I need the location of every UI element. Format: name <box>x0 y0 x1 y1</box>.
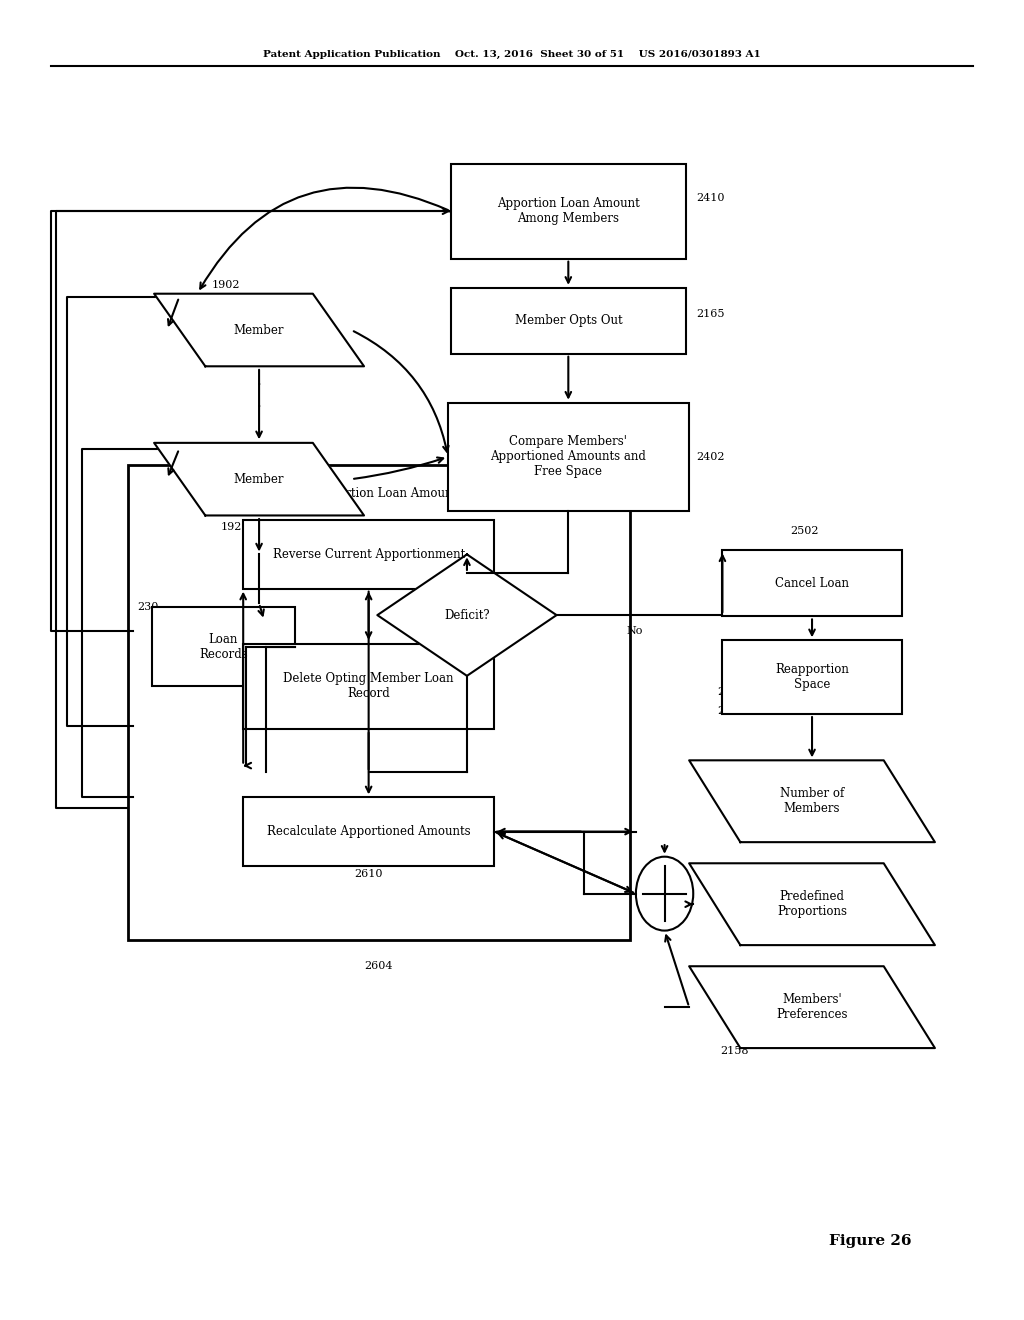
Text: 2165: 2165 <box>696 309 725 319</box>
Text: 2502: 2502 <box>791 525 819 536</box>
Text: 2166: 2166 <box>717 686 745 697</box>
Text: Member: Member <box>233 473 285 486</box>
Text: Members'
Preferences: Members' Preferences <box>776 993 848 1022</box>
Text: Patent Application Publication    Oct. 13, 2016  Sheet 30 of 51    US 2016/03018: Patent Application Publication Oct. 13, … <box>263 50 761 58</box>
Text: 2402: 2402 <box>696 451 725 462</box>
Bar <box>244 644 494 729</box>
Polygon shape <box>154 442 365 515</box>
Text: Reapportion Loan Amount: Reapportion Loan Amount <box>300 487 458 500</box>
Text: 1920: 1920 <box>220 521 249 532</box>
Polygon shape <box>154 293 365 366</box>
Circle shape <box>636 857 693 931</box>
Text: Compare Members'
Apportioned Amounts and
Free Space: Compare Members' Apportioned Amounts and… <box>490 436 646 478</box>
Text: 2158: 2158 <box>720 1045 749 1056</box>
Text: Predefined
Proportions: Predefined Proportions <box>777 890 847 919</box>
Text: Deficit?: Deficit? <box>444 609 489 622</box>
Text: 2114: 2114 <box>717 706 745 717</box>
Text: Number of
Members: Number of Members <box>780 787 844 816</box>
Text: Reapportion
Space: Reapportion Space <box>775 663 849 692</box>
Text: 2608: 2608 <box>189 642 218 652</box>
Text: 2610: 2610 <box>354 869 383 879</box>
Text: Reverse Current Apportionment: Reverse Current Apportionment <box>272 548 465 561</box>
Text: Member Opts Out: Member Opts Out <box>514 314 623 327</box>
Polygon shape <box>378 554 557 676</box>
Bar <box>723 640 902 714</box>
Bar <box>244 520 494 589</box>
Text: ·
·: · · <box>257 378 261 414</box>
Bar <box>244 797 494 866</box>
Polygon shape <box>689 760 935 842</box>
Polygon shape <box>689 863 935 945</box>
Text: 2606: 2606 <box>420 642 449 652</box>
Text: 2160: 2160 <box>712 866 740 876</box>
Text: Figure 26: Figure 26 <box>829 1234 911 1247</box>
Bar <box>128 465 630 940</box>
Text: Cancel Loan: Cancel Loan <box>775 577 849 590</box>
Text: 1902: 1902 <box>212 280 241 290</box>
Text: 2406: 2406 <box>330 582 358 593</box>
Text: Yes: Yes <box>458 694 476 705</box>
Text: Member: Member <box>233 323 285 337</box>
Text: 2410: 2410 <box>696 193 725 203</box>
Text: Loan
Records: Loan Records <box>199 632 248 661</box>
Text: Apportion Loan Amount
Among Members: Apportion Loan Amount Among Members <box>497 197 640 226</box>
Bar <box>152 607 295 686</box>
Bar <box>451 164 686 259</box>
Bar <box>723 550 902 616</box>
Text: 2604: 2604 <box>365 961 393 972</box>
Text: Delete Opting Member Loan
Record: Delete Opting Member Loan Record <box>284 672 454 701</box>
Text: Recalculate Apportioned Amounts: Recalculate Apportioned Amounts <box>267 825 470 838</box>
Bar <box>451 288 686 354</box>
Bar <box>449 403 689 511</box>
Polygon shape <box>689 966 935 1048</box>
Text: 230: 230 <box>137 602 159 612</box>
Text: No: No <box>627 626 643 636</box>
